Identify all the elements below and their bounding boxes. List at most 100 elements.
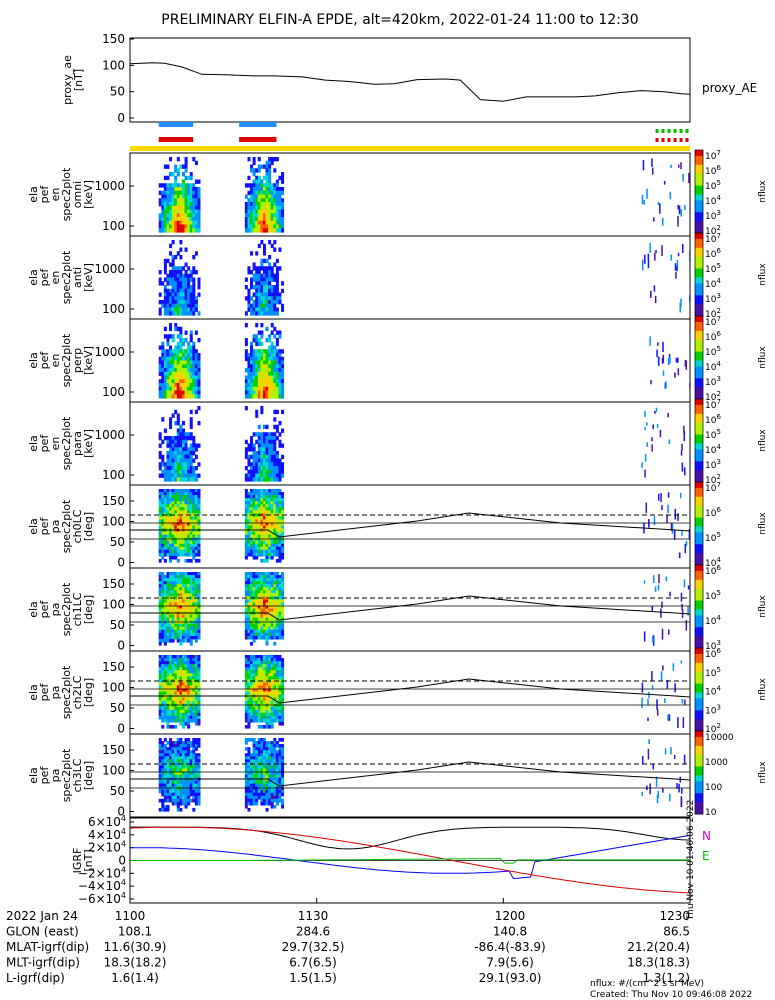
heatmap-cell [174, 466, 178, 471]
heatmap-cell [278, 205, 282, 211]
heatmap-cell [166, 273, 170, 279]
heatmap-cell [278, 768, 282, 773]
heatmap-cell [244, 356, 248, 362]
heatmap-cell [174, 510, 178, 514]
loss-cone-line [130, 595, 691, 621]
heatmap-cell [260, 608, 264, 613]
heatmap-cell [273, 789, 277, 794]
heatmap-cell [166, 386, 170, 392]
heatmap-cell [174, 756, 178, 760]
heatmap-cell [257, 658, 261, 662]
colorbar-segment [695, 316, 703, 320]
heatmap-cell [187, 190, 191, 196]
heatmap-cell [270, 510, 274, 514]
colorbar-tick: 102 [705, 224, 721, 237]
heatmap-cell [194, 540, 198, 545]
colorbar-label: nflux [758, 263, 768, 286]
heatmap-cell [278, 599, 282, 604]
heatmap-cell [189, 605, 193, 610]
heatmap-cell [281, 375, 285, 380]
heatmap-cell [278, 540, 282, 545]
heatmap-cell [270, 390, 274, 395]
heatmap-cell [270, 789, 274, 794]
heatmap-cell [275, 593, 279, 597]
heatmap-cell [187, 608, 191, 613]
heatmap-cell [265, 504, 269, 508]
heatmap-cell [169, 224, 173, 229]
heatmap-cell [273, 688, 277, 693]
heatmap-cell [278, 356, 282, 362]
heatmap-cell [197, 406, 201, 411]
heatmap-cell [176, 469, 180, 475]
heatmap-cell [176, 709, 180, 714]
heatmap-cell [270, 303, 274, 309]
heatmap-cell [192, 685, 196, 690]
heatmap-cell [250, 626, 254, 631]
heatmap-cell [275, 655, 279, 659]
heatmap-cell [169, 292, 173, 297]
heatmap-cell [244, 635, 248, 640]
heatmap-cell [176, 771, 180, 776]
heatmap-cell [181, 768, 185, 773]
heatmap-cell [252, 697, 256, 702]
heatmap-cell [179, 522, 183, 527]
heatmap-cell [265, 473, 269, 478]
heatmap-cell [262, 768, 266, 773]
heatmap-cell [262, 664, 266, 668]
heatmap-cell [187, 795, 191, 800]
heatmap-cell [163, 217, 167, 222]
heatmap-cell [181, 213, 185, 218]
heatmap-cell [161, 765, 165, 770]
heatmap-cell [184, 390, 188, 395]
heatmap-cell [680, 162, 682, 170]
heatmap-cell [247, 635, 251, 640]
heatmap-cell [273, 501, 277, 505]
heatmap-cell [652, 764, 655, 770]
heatmap-cell [255, 390, 259, 395]
y-axis-label: proxy_ae[nT] [61, 55, 85, 105]
heatmap-cell [275, 798, 279, 803]
heatmap-cell [163, 670, 167, 674]
heatmap-cell [265, 715, 269, 720]
heatmap-cell [257, 458, 261, 463]
heatmap-cell [644, 454, 647, 462]
heatmap-cell [278, 682, 282, 687]
heatmap-cell [265, 552, 269, 557]
heatmap-cell [265, 531, 269, 536]
heatmap-cell [176, 602, 180, 607]
heatmap-cell [654, 586, 657, 592]
heatmap-cell [169, 638, 173, 643]
heatmap-cell [184, 691, 188, 696]
heatmap-cell [189, 638, 193, 643]
heatmap-cell [176, 447, 180, 452]
heatmap-cell [660, 608, 662, 618]
heatmap-cell [273, 572, 277, 576]
heatmap-cell [257, 661, 261, 665]
heatmap-cell [278, 679, 282, 683]
heatmap-cell [250, 379, 254, 384]
heatmap-cell [250, 635, 254, 640]
heatmap-cell [244, 712, 248, 717]
heatmap-cell [268, 240, 272, 245]
heatmap-cell [197, 718, 201, 723]
heatmap-cell [257, 765, 261, 770]
heatmap-cell [171, 307, 175, 312]
heatmap-cell [161, 501, 165, 505]
heatmap-cell [189, 543, 193, 548]
heatmap-cell [194, 709, 198, 714]
heatmap-cell [189, 774, 193, 779]
heatmap-cell [275, 311, 279, 316]
heatmap-cell [194, 409, 198, 415]
heatmap-cell [273, 534, 277, 539]
heatmap-cell [257, 682, 261, 687]
heatmap-cell [189, 473, 193, 478]
colorbar-segment [695, 689, 703, 693]
heatmap-cell [278, 608, 282, 613]
heatmap-cell [163, 587, 167, 591]
heatmap-cell [181, 443, 185, 448]
heatmap-cell [252, 676, 256, 680]
heatmap-cell [260, 209, 264, 214]
heatmap-cell [252, 383, 256, 388]
heatmap-cell [176, 590, 180, 594]
heatmap-cell [192, 292, 196, 297]
